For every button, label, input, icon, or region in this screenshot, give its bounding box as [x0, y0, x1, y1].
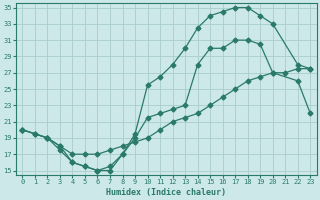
X-axis label: Humidex (Indice chaleur): Humidex (Indice chaleur) [106, 188, 226, 197]
